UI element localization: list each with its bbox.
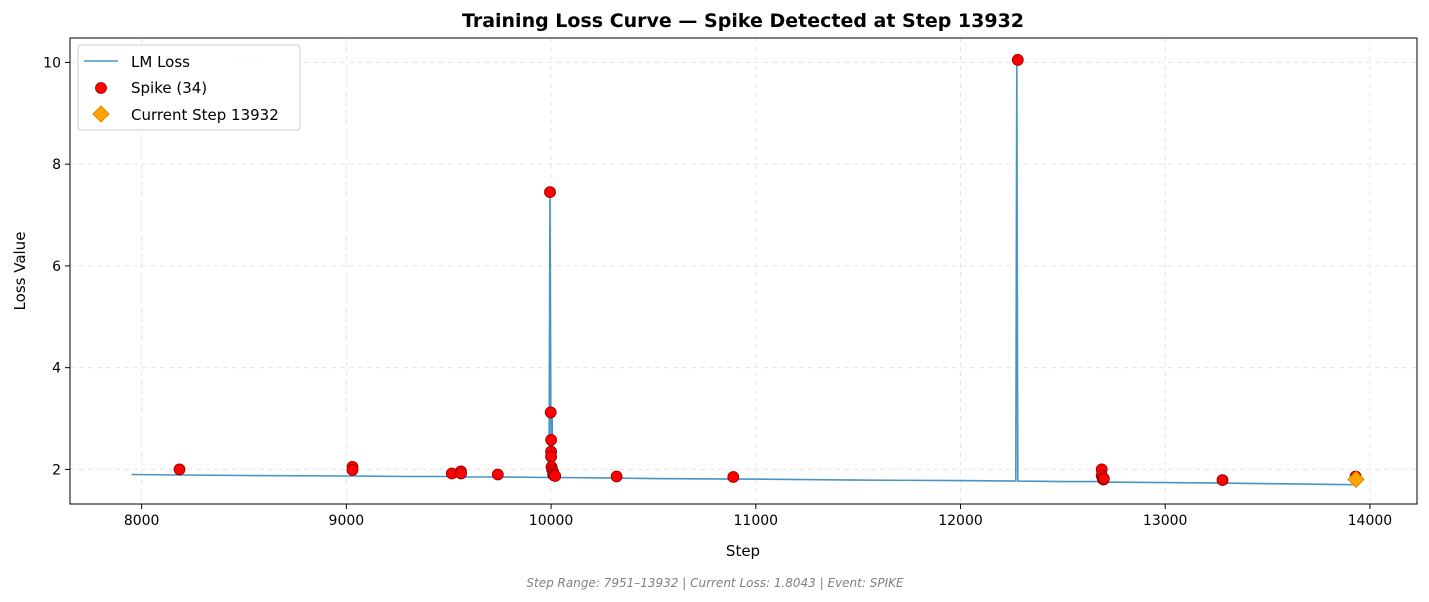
y-axis: 2 4 6 8 10 xyxy=(43,55,70,478)
spike-point xyxy=(544,186,556,199)
spike-point xyxy=(545,433,557,446)
x-tick-label: 12000 xyxy=(938,513,983,529)
loss-line xyxy=(131,59,1357,486)
x-tick-label: 11000 xyxy=(734,513,779,529)
y-tick-label: 8 xyxy=(52,157,61,173)
y-tick-label: 6 xyxy=(52,259,61,275)
spike-point xyxy=(1216,474,1229,487)
legend-current-swatch xyxy=(92,105,110,123)
spike-point xyxy=(545,450,557,463)
spike-point xyxy=(1097,472,1110,485)
plot-series xyxy=(131,54,1365,489)
legend-label-spike: Spike (34) xyxy=(131,79,207,97)
spike-point xyxy=(491,468,504,481)
legend-spike-swatch xyxy=(95,82,107,94)
spike-point xyxy=(346,463,359,476)
current-step-marker xyxy=(1347,470,1365,489)
legend-label-current: Current Step 13932 xyxy=(131,106,279,124)
spike-point xyxy=(549,470,562,482)
x-tick-label: 14000 xyxy=(1348,513,1393,529)
y-tick-label: 2 xyxy=(52,462,61,478)
spike-point xyxy=(727,471,740,483)
x-tick-label: 8000 xyxy=(124,513,160,529)
y-axis-label: Loss Value xyxy=(11,232,29,311)
spike-point xyxy=(173,463,186,476)
legend-label-loss: LM Loss xyxy=(131,53,190,71)
x-tick-label: 13000 xyxy=(1143,513,1188,529)
legend-box xyxy=(77,44,301,131)
chart-title: Training Loss Curve — Spike Detected at … xyxy=(462,10,1024,32)
y-tick-label: 10 xyxy=(43,55,61,71)
x-tick-label: 10000 xyxy=(529,513,574,529)
spike-point xyxy=(544,406,557,419)
plot-frame xyxy=(69,37,1418,505)
y-tick-label: 4 xyxy=(52,361,61,377)
legend: LM Loss Spike (34) Current Step 13932 xyxy=(77,44,301,131)
x-axis: 8000 9000 10000 11000 12000 13000 14000 xyxy=(124,504,1392,529)
spike-point xyxy=(610,470,623,483)
x-tick-label: 9000 xyxy=(329,513,365,529)
spike-point xyxy=(455,467,467,480)
x-axis-label: Step xyxy=(726,542,760,560)
spike-point xyxy=(1011,54,1024,66)
footer-summary: Step Range: 7951–13932 | Current Loss: 1… xyxy=(526,576,904,590)
